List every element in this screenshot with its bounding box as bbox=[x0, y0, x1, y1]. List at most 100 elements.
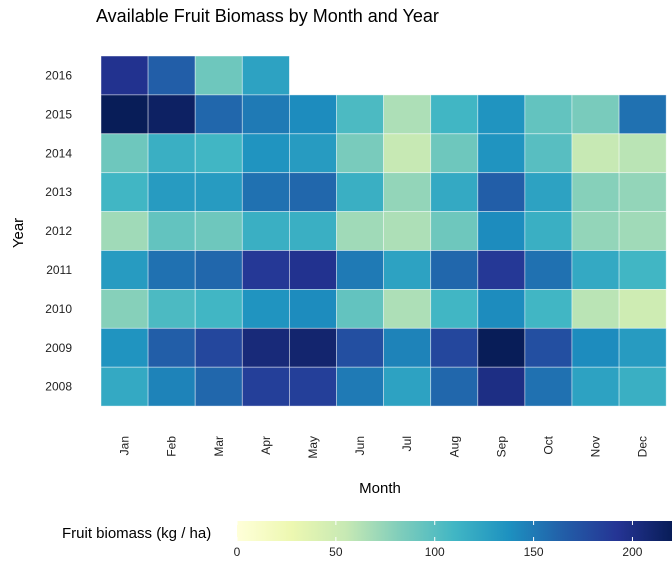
x-axis-tick-labels: Jan Feb Mar Apr May Jun Jul Aug Sep Oct Nov Dec bbox=[118, 435, 650, 458]
y-tick-label-2008: 2008 bbox=[45, 380, 72, 394]
y-tick-label-2016: 2016 bbox=[45, 68, 72, 82]
y-tick-label-2009: 2009 bbox=[45, 341, 72, 355]
heatmap-cell-2010-oct bbox=[524, 288, 573, 329]
x-tick-label-jun: Jun bbox=[353, 436, 367, 455]
heatmap-cell-2013-aug bbox=[430, 172, 479, 212]
heatmap-cell-2013-nov bbox=[571, 172, 620, 212]
heatmap-cell-2008-jul bbox=[383, 366, 432, 407]
heatmap-cell-2012-aug bbox=[430, 211, 479, 251]
heatmap-cell-2008-jun bbox=[336, 366, 384, 407]
heatmap-cell-2009-jul bbox=[383, 327, 432, 368]
heatmap-cell-2011-sep bbox=[477, 250, 526, 290]
heatmap-cell-2014-sep bbox=[477, 133, 526, 174]
heatmap-cell-2014-apr bbox=[241, 133, 290, 174]
heatmap-cell-2016-mar bbox=[194, 55, 243, 96]
heatmap-cell-2012-apr bbox=[241, 211, 290, 251]
heatmap-cell-2009-aug bbox=[430, 327, 479, 368]
heatmap-cell-2012-feb bbox=[147, 211, 196, 251]
heatmap-cell-2016-jan bbox=[100, 55, 149, 96]
heatmap-cell-2014-feb bbox=[147, 133, 196, 174]
heatmap-cell-2008-oct bbox=[524, 366, 573, 407]
x-tick-label-mar: Mar bbox=[212, 436, 226, 457]
y-tick-label-2012: 2012 bbox=[45, 224, 72, 238]
heatmap-cell-2014-dec bbox=[618, 133, 667, 174]
heatmap-cell-2015-aug bbox=[430, 94, 479, 135]
x-tick-label-aug: Aug bbox=[447, 436, 461, 457]
heatmap-cell-2010-jun bbox=[336, 288, 384, 329]
heatmap-cell-2011-dec bbox=[618, 250, 667, 290]
chart-title: Available Fruit Biomass by Month and Yea… bbox=[96, 6, 439, 26]
heatmap-cell-2012-nov bbox=[571, 211, 620, 251]
heatmap-cell-2013-mar bbox=[194, 172, 243, 212]
x-tick-label-apr: Apr bbox=[259, 436, 273, 455]
heatmap-cell-2008-apr bbox=[241, 366, 290, 407]
heatmap-cell-2008-mar bbox=[194, 366, 243, 407]
heatmap-cell-2011-aug bbox=[430, 250, 479, 290]
x-tick-label-oct: Oct bbox=[541, 435, 555, 454]
heatmap-cell-2012-dec bbox=[618, 211, 667, 251]
heatmap-cell-2008-nov bbox=[571, 366, 620, 407]
heatmap-cell-2010-sep bbox=[477, 288, 526, 329]
heatmap-cell-2009-mar bbox=[194, 327, 243, 368]
colorbar bbox=[237, 521, 672, 541]
colorbar-title: Fruit biomass (kg / ha) bbox=[62, 525, 211, 542]
heatmap-cell-2010-jan bbox=[100, 288, 149, 329]
heatmap-cell-2016-apr bbox=[241, 55, 290, 96]
heatmap-cell-2015-oct bbox=[524, 94, 573, 135]
heatmap-cell-2015-jul bbox=[383, 94, 432, 135]
y-tick-label-2014: 2014 bbox=[45, 146, 72, 160]
heatmap-cell-2009-jan bbox=[100, 327, 149, 368]
heatmap-cell-2013-sep bbox=[477, 172, 526, 212]
colorbar-tick-label-100: 100 bbox=[425, 545, 445, 559]
heatmap-cell-2010-jul bbox=[383, 288, 432, 329]
heatmap-cell-2013-jan bbox=[100, 172, 149, 212]
heatmap-cell-2010-feb bbox=[147, 288, 196, 329]
heatmap-cell-2010-nov bbox=[571, 288, 620, 329]
heatmap-cell-2014-may bbox=[288, 133, 337, 174]
heatmap-cell-2009-oct bbox=[524, 327, 573, 368]
heatmap-cell-2014-jan bbox=[100, 133, 149, 174]
heatmap-cell-2011-jun bbox=[336, 250, 384, 290]
y-tick-label-2010: 2010 bbox=[45, 302, 72, 316]
heatmap-cells bbox=[100, 55, 667, 407]
heatmap-cell-2011-oct bbox=[524, 250, 573, 290]
heatmap-cell-2016-feb bbox=[147, 55, 196, 96]
heatmap-cell-2011-nov bbox=[571, 250, 620, 290]
heatmap-cell-2011-apr bbox=[241, 250, 290, 290]
heatmap-cell-2013-jun bbox=[336, 172, 384, 212]
x-tick-label-jul: Jul bbox=[400, 436, 414, 451]
heatmap-cell-2015-jun bbox=[336, 94, 384, 135]
colorbar-ticks: 0 50 100 150 200 bbox=[234, 521, 643, 559]
heatmap-cell-2011-mar bbox=[194, 250, 243, 290]
heatmap-cell-2015-sep bbox=[477, 94, 526, 135]
heatmap-cell-2013-apr bbox=[241, 172, 290, 212]
heatmap-cell-2009-nov bbox=[571, 327, 620, 368]
heatmap-cell-2009-jun bbox=[336, 327, 384, 368]
heatmap-cell-2010-may bbox=[288, 288, 337, 329]
heatmap-cell-2014-jul bbox=[383, 133, 432, 174]
x-tick-label-nov: Nov bbox=[589, 436, 603, 457]
heatmap-cell-2012-sep bbox=[477, 211, 526, 251]
heatmap-cell-2013-feb bbox=[147, 172, 196, 212]
heatmap-cell-2009-dec bbox=[618, 327, 667, 368]
colorbar-tick-label-200: 200 bbox=[622, 545, 642, 559]
heatmap-cell-2013-jul bbox=[383, 172, 432, 212]
heatmap-cell-2008-jan bbox=[100, 366, 149, 407]
heatmap-cell-2009-may bbox=[288, 327, 337, 368]
x-tick-label-sep: Sep bbox=[494, 436, 508, 458]
heatmap-cell-2012-jan bbox=[100, 211, 149, 251]
heatmap-cell-2009-sep bbox=[477, 327, 526, 368]
heatmap-cell-2008-dec bbox=[618, 366, 667, 407]
x-tick-label-feb: Feb bbox=[165, 436, 179, 457]
y-tick-label-2013: 2013 bbox=[45, 185, 72, 199]
y-axis-title: Year bbox=[10, 218, 27, 248]
colorbar-tick-label-50: 50 bbox=[329, 545, 343, 559]
heatmap-cell-2015-feb bbox=[147, 94, 196, 135]
heatmap-cell-2012-mar bbox=[194, 211, 243, 251]
heatmap-cell-2008-may bbox=[288, 366, 337, 407]
heatmap-cell-2013-oct bbox=[524, 172, 573, 212]
heatmap-cell-2008-sep bbox=[477, 366, 526, 407]
heatmap-cell-2011-jul bbox=[383, 250, 432, 290]
heatmap-cell-2014-nov bbox=[571, 133, 620, 174]
